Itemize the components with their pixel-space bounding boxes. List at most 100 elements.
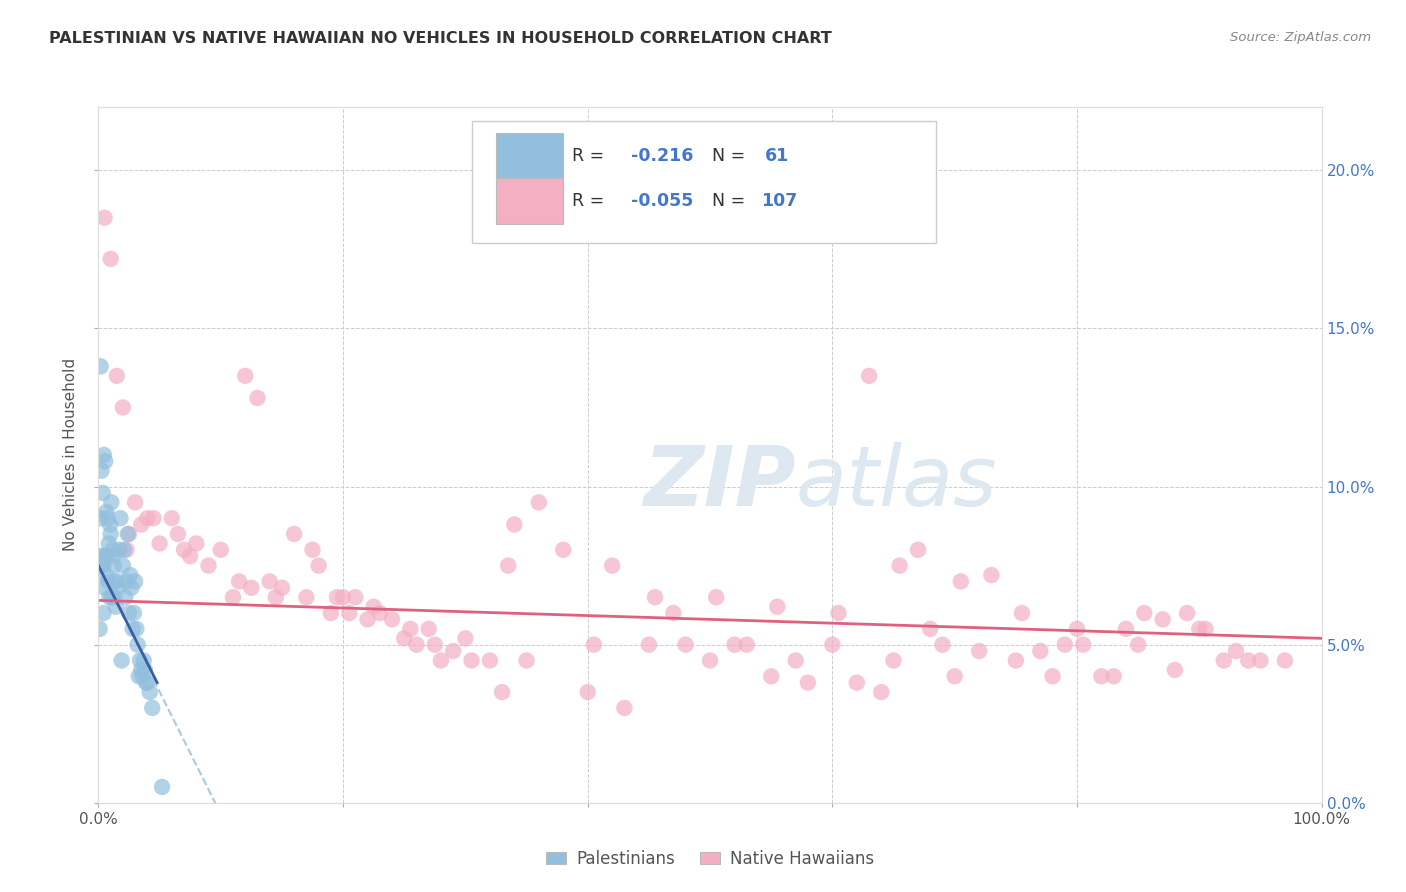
- Text: 61: 61: [765, 147, 789, 165]
- Point: [186, 536, 208, 550]
- Point: [270, 581, 294, 595]
- Point: [93, 448, 115, 462]
- Point: [761, 669, 783, 683]
- Point: [308, 558, 330, 573]
- Point: [93, 606, 115, 620]
- Point: [97, 574, 120, 589]
- Point: [283, 527, 305, 541]
- Point: [889, 558, 911, 573]
- Point: [1053, 638, 1076, 652]
- Point: [134, 663, 156, 677]
- Point: [399, 622, 422, 636]
- Legend: Palestinians, Native Hawaiians: Palestinians, Native Hawaiians: [540, 843, 880, 874]
- Point: [132, 653, 155, 667]
- Point: [1090, 669, 1112, 683]
- Point: [197, 558, 219, 573]
- Text: atlas: atlas: [796, 442, 997, 524]
- Point: [326, 591, 349, 605]
- Point: [125, 622, 148, 636]
- Point: [90, 558, 112, 573]
- Point: [89, 558, 111, 573]
- Point: [797, 675, 820, 690]
- Point: [638, 638, 661, 652]
- Point: [100, 495, 122, 509]
- Point: [115, 574, 138, 589]
- Point: [845, 675, 868, 690]
- Text: -0.055: -0.055: [630, 192, 693, 210]
- Point: [460, 653, 482, 667]
- Point: [91, 558, 114, 573]
- Y-axis label: No Vehicles in Household: No Vehicles in Household: [63, 359, 79, 551]
- Point: [142, 511, 165, 525]
- Point: [209, 542, 232, 557]
- Point: [1152, 612, 1174, 626]
- Point: [1071, 638, 1094, 652]
- Point: [441, 644, 464, 658]
- Point: [110, 511, 132, 525]
- FancyBboxPatch shape: [471, 121, 936, 243]
- Point: [332, 591, 354, 605]
- Point: [295, 591, 318, 605]
- Point: [582, 638, 605, 652]
- Point: [120, 568, 142, 582]
- Point: [129, 517, 152, 532]
- Point: [527, 495, 550, 509]
- Point: [943, 669, 966, 683]
- Point: [405, 638, 427, 652]
- Point: [97, 536, 120, 550]
- Point: [97, 511, 120, 525]
- Text: R =: R =: [572, 147, 610, 165]
- Point: [136, 511, 159, 525]
- Point: [1225, 644, 1247, 658]
- Point: [120, 581, 142, 595]
- Point: [91, 549, 114, 563]
- Point: [100, 527, 122, 541]
- Point: [89, 558, 111, 573]
- Point: [91, 549, 114, 563]
- Point: [1212, 653, 1234, 667]
- Point: [301, 542, 323, 557]
- Point: [613, 701, 636, 715]
- Text: -0.216: -0.216: [630, 147, 693, 165]
- Text: N =: N =: [713, 147, 751, 165]
- Point: [118, 527, 141, 541]
- Point: [491, 685, 513, 699]
- Point: [264, 591, 287, 605]
- Point: [980, 568, 1002, 582]
- Point: [104, 599, 127, 614]
- Point: [167, 527, 190, 541]
- Point: [478, 653, 501, 667]
- Point: [1102, 669, 1125, 683]
- Point: [392, 632, 416, 646]
- Point: [1029, 644, 1052, 658]
- Point: [949, 574, 972, 589]
- Text: 107: 107: [762, 192, 797, 210]
- Point: [131, 669, 153, 683]
- Point: [98, 517, 121, 532]
- Point: [967, 644, 990, 658]
- Point: [723, 638, 745, 652]
- Point: [516, 653, 538, 667]
- Point: [662, 606, 685, 620]
- Point: [90, 464, 112, 478]
- Point: [96, 549, 118, 563]
- Point: [356, 612, 378, 626]
- Point: [1274, 653, 1296, 667]
- Point: [1188, 622, 1211, 636]
- Point: [368, 606, 391, 620]
- Point: [1175, 606, 1198, 620]
- Point: [108, 542, 131, 557]
- Point: [104, 574, 127, 589]
- Point: [93, 211, 115, 225]
- Point: [91, 486, 114, 500]
- FancyBboxPatch shape: [496, 178, 564, 224]
- Point: [101, 542, 124, 557]
- Point: [1004, 653, 1026, 667]
- Point: [363, 599, 385, 614]
- Point: [150, 780, 173, 794]
- Point: [228, 574, 250, 589]
- Point: [124, 574, 146, 589]
- Point: [121, 622, 143, 636]
- Point: [90, 511, 112, 525]
- Point: [821, 638, 844, 652]
